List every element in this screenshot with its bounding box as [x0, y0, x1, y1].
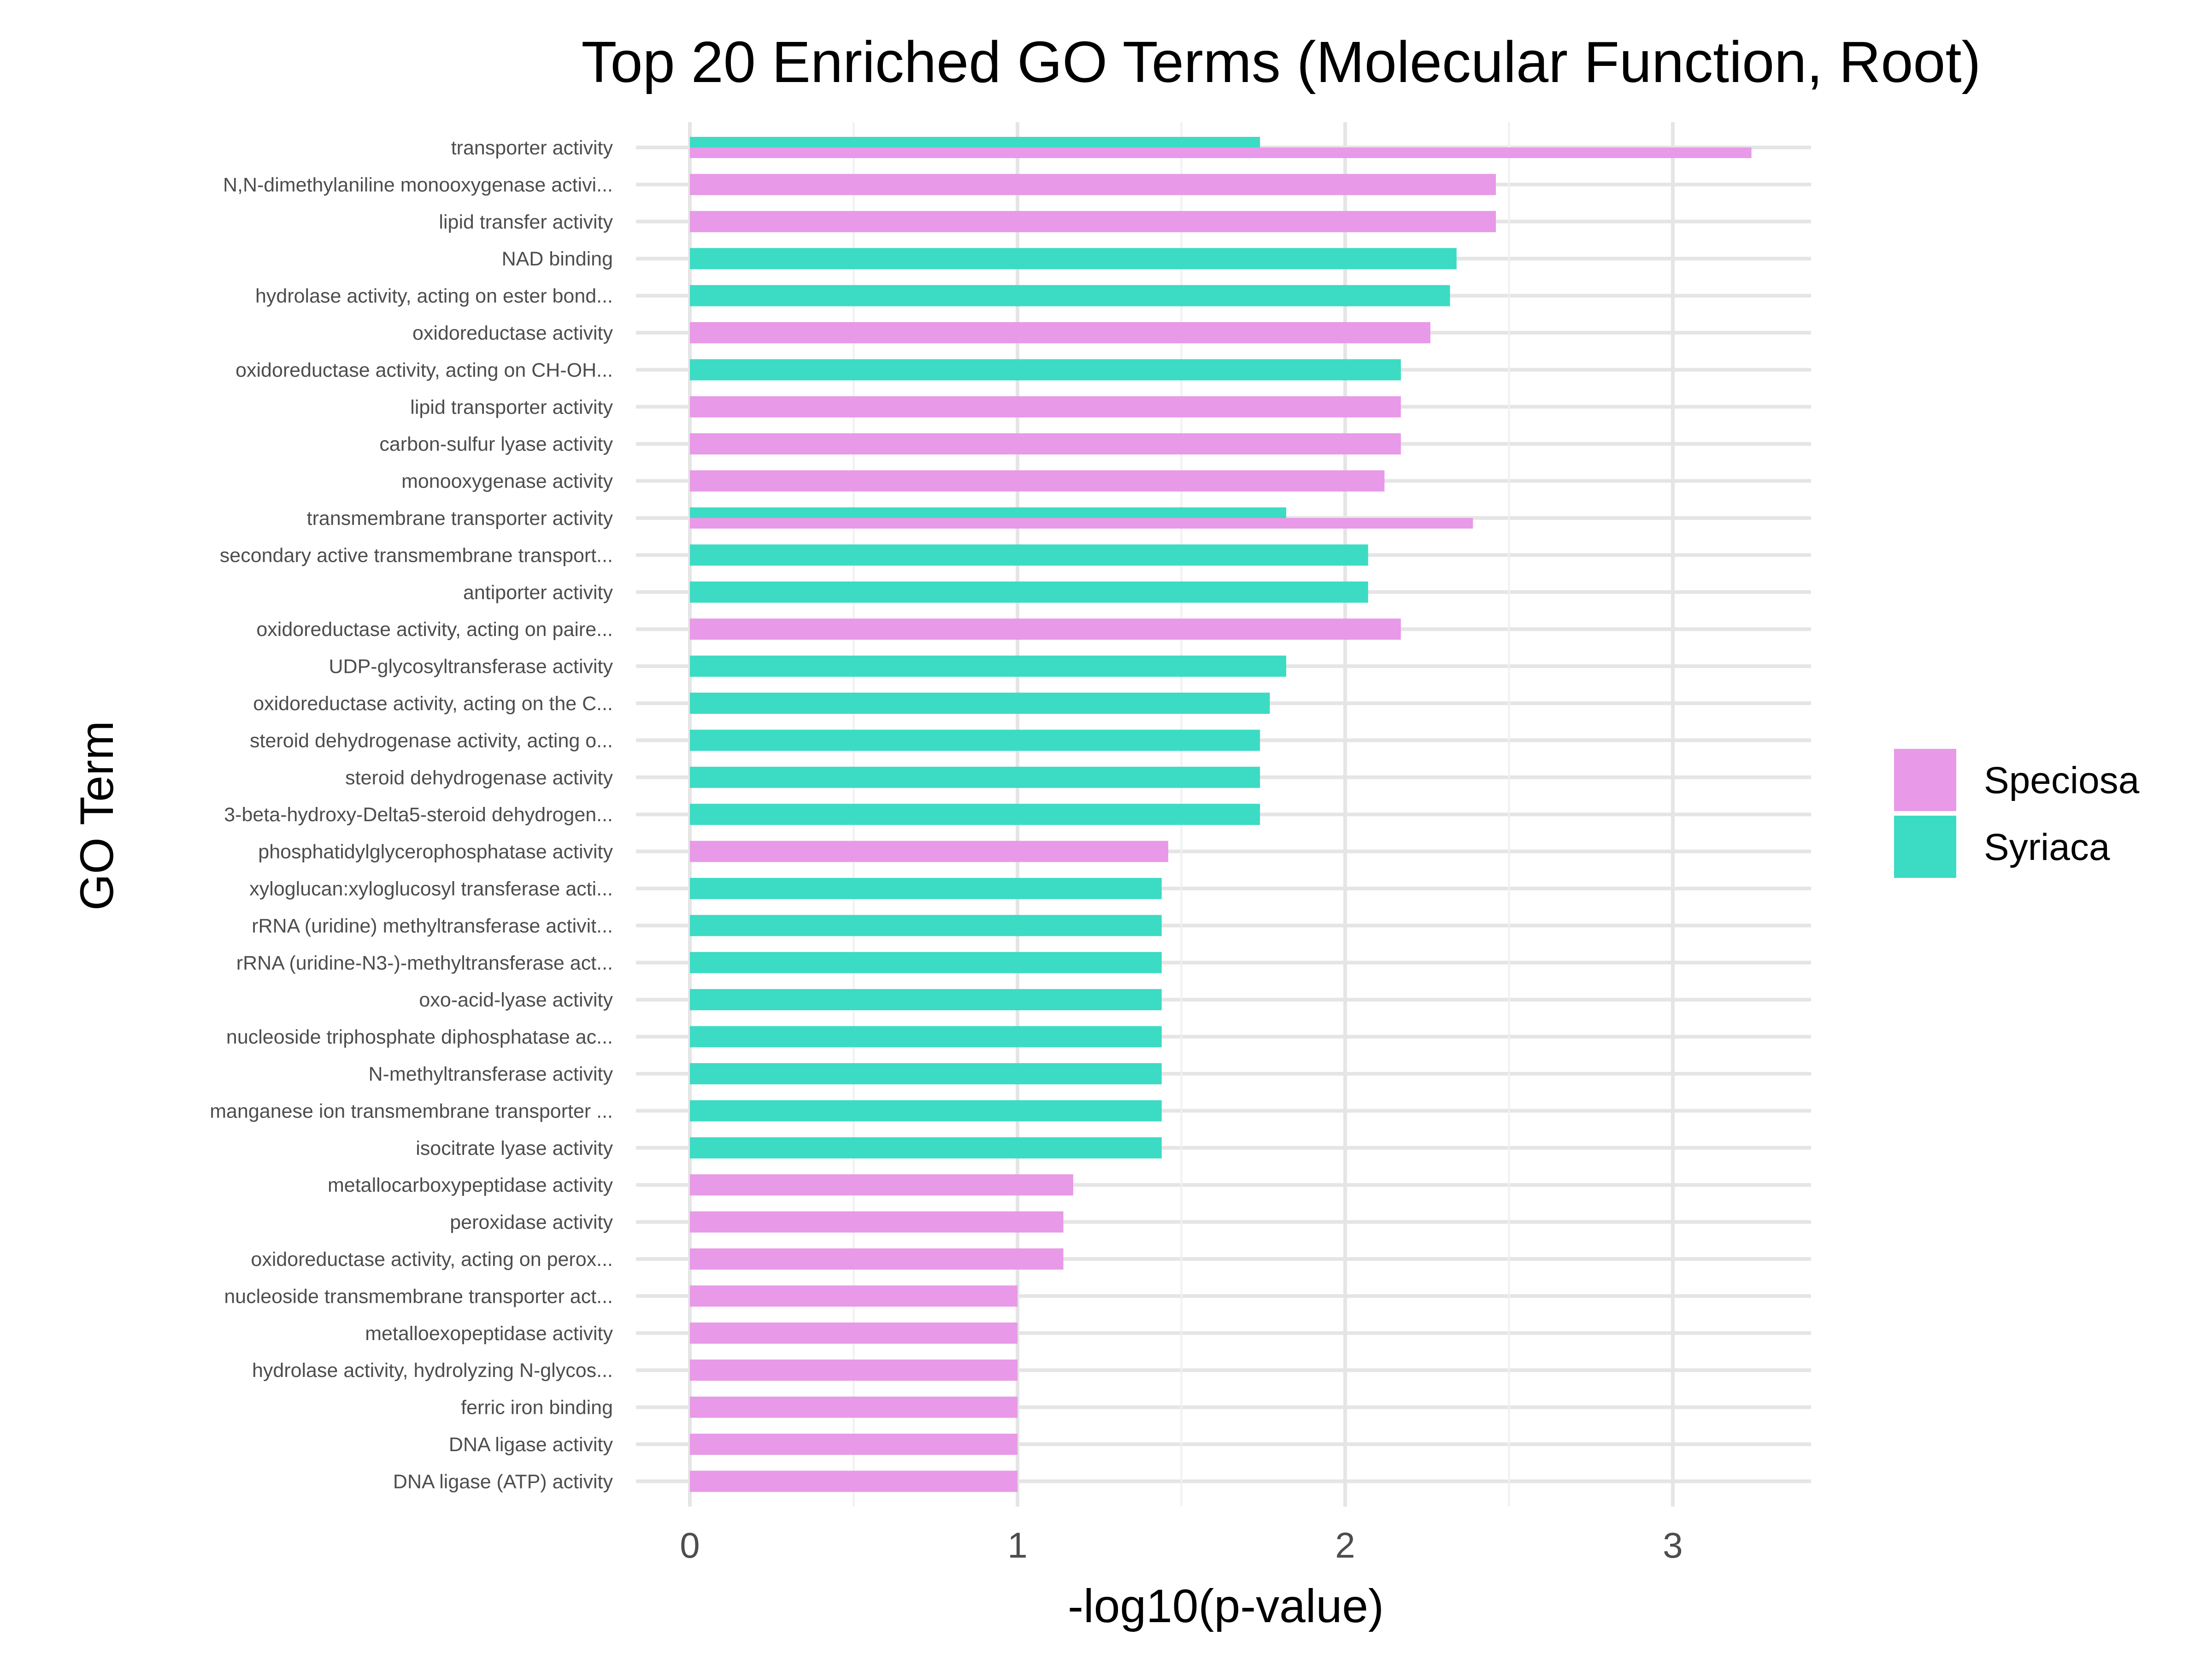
bar-speciosa — [690, 841, 1169, 862]
y-tick-label: UDP-glycosyltransferase activity — [329, 656, 613, 678]
bar-syriaca — [690, 137, 1260, 147]
bar-syriaca — [690, 1100, 1162, 1122]
bar-syriaca — [690, 1137, 1162, 1159]
bar-speciosa — [690, 211, 1496, 232]
y-tick-label: oxidoreductase activity — [412, 322, 613, 344]
y-tick-label: oxidoreductase activity, acting on the C… — [253, 693, 613, 715]
x-tick-label: 3 — [1663, 1525, 1683, 1565]
y-tick-label: oxidoreductase activity, acting on paire… — [256, 618, 613, 641]
bar-syriaca — [690, 952, 1162, 973]
y-tick-label: N,N-dimethylaniline monooxygenase activi… — [223, 174, 613, 196]
bar-syriaca — [690, 507, 1287, 518]
legend-label-speciosa: Speciosa — [1984, 759, 2140, 801]
bar-speciosa — [690, 433, 1401, 455]
legend-key-speciosa — [1894, 749, 1956, 811]
bar-speciosa — [690, 1471, 1018, 1492]
bar-syriaca — [690, 248, 1457, 270]
bar-syriaca — [690, 1063, 1162, 1084]
y-tick-label: isocitrate lyase activity — [416, 1137, 613, 1159]
y-tick-label: transmembrane transporter activity — [307, 507, 613, 529]
bar-speciosa — [690, 147, 1752, 158]
y-tick-label: oxidoreductase activity, acting on CH-OH… — [235, 359, 613, 381]
bar-speciosa — [690, 396, 1401, 418]
bar-syriaca — [690, 655, 1287, 677]
y-tick-label: nucleoside triphosphate diphosphatase ac… — [226, 1026, 613, 1048]
bar-syriaca — [690, 359, 1401, 381]
y-tick-label: secondary active transmembrane transport… — [220, 544, 613, 566]
bar-syriaca — [690, 729, 1260, 751]
y-tick-label: steroid dehydrogenase activity, acting o… — [250, 729, 613, 752]
legend: Speciosa Syriaca — [1894, 749, 2140, 878]
y-tick-label: lipid transfer activity — [439, 211, 613, 233]
y-axis-title: GO Term — [71, 721, 123, 911]
x-tick-label: 0 — [680, 1525, 700, 1565]
bar-syriaca — [690, 1026, 1162, 1047]
bar-speciosa — [690, 1285, 1018, 1307]
bar-speciosa — [690, 470, 1385, 492]
y-tick-label: metalloexopeptidase activity — [365, 1323, 613, 1345]
y-tick-label: transporter activity — [451, 137, 613, 159]
y-tick-label: NAD binding — [502, 248, 613, 270]
bar-speciosa — [690, 1322, 1018, 1344]
y-tick-label: rRNA (uridine-N3-)-methyltransferase act… — [236, 952, 613, 974]
bars — [690, 137, 1752, 1492]
y-tick-label: hydrolase activity, hydrolyzing N-glycos… — [252, 1359, 613, 1382]
bar-speciosa — [690, 518, 1473, 529]
bar-speciosa — [690, 1359, 1018, 1381]
y-tick-label: peroxidase activity — [450, 1212, 613, 1234]
y-tick-label: lipid transporter activity — [410, 396, 613, 418]
bar-syriaca — [690, 581, 1368, 603]
y-tick-label: oxidoreductase activity, acting on perox… — [251, 1248, 613, 1271]
y-tick-label: antiporter activity — [463, 582, 613, 604]
bar-speciosa — [690, 1174, 1073, 1196]
y-tick-label: hydrolase activity, acting on ester bond… — [255, 285, 613, 307]
y-tick-label: nucleoside transmembrane transporter act… — [224, 1285, 613, 1307]
y-tick-label: steroid dehydrogenase activity — [345, 767, 613, 789]
x-tick-labels: 0 1 2 3 — [680, 1525, 1683, 1565]
chart-title: Top 20 Enriched GO Terms (Molecular Func… — [582, 29, 1981, 94]
y-tick-label: N-methyltransferase activity — [369, 1063, 613, 1085]
y-tick-label: ferric iron binding — [461, 1397, 613, 1419]
bar-speciosa — [690, 1434, 1018, 1455]
y-tick-label: DNA ligase (ATP) activity — [393, 1471, 613, 1493]
bar-speciosa — [690, 174, 1496, 195]
y-tick-label: rRNA (uridine) methyltransferase activit… — [252, 915, 613, 937]
bar-syriaca — [690, 878, 1162, 899]
bar-speciosa — [690, 1248, 1064, 1270]
y-tick-label: monooxygenase activity — [401, 471, 613, 493]
y-tick-label: xyloglucan:xyloglucosyl transferase acti… — [249, 878, 613, 900]
x-axis-title: -log10(p-value) — [1068, 1580, 1384, 1632]
bar-syriaca — [690, 804, 1260, 825]
bar-syriaca — [690, 285, 1450, 306]
bar-speciosa — [690, 618, 1401, 640]
legend-label-syriaca: Syriaca — [1984, 826, 2110, 868]
bar-syriaca — [690, 693, 1270, 714]
bar-speciosa — [690, 1396, 1018, 1418]
x-tick-label: 2 — [1335, 1525, 1355, 1565]
y-tick-label: carbon-sulfur lyase activity — [379, 433, 613, 455]
bar-syriaca — [690, 766, 1260, 788]
x-tick-label: 1 — [1007, 1525, 1027, 1565]
legend-key-syriaca — [1894, 816, 1956, 878]
y-tick-label: metallocarboxypeptidase activity — [328, 1174, 613, 1196]
bar-syriaca — [690, 544, 1368, 566]
y-tick-label: 3-beta-hydroxy-Delta5-steroid dehydrogen… — [224, 804, 613, 826]
y-tick-label: oxo-acid-lyase activity — [419, 989, 613, 1011]
bar-speciosa — [690, 322, 1430, 343]
y-tick-label: DNA ligase activity — [449, 1434, 613, 1456]
bar-syriaca — [690, 989, 1162, 1011]
y-tick-label: phosphatidylglycerophosphatase activity — [258, 841, 613, 863]
y-tick-label: manganese ion transmembrane transporter … — [210, 1100, 613, 1122]
y-tick-labels: transporter activity N,N-dimethylaniline … — [210, 137, 613, 1493]
bar-syriaca — [690, 915, 1162, 936]
bar-speciosa — [690, 1211, 1064, 1233]
